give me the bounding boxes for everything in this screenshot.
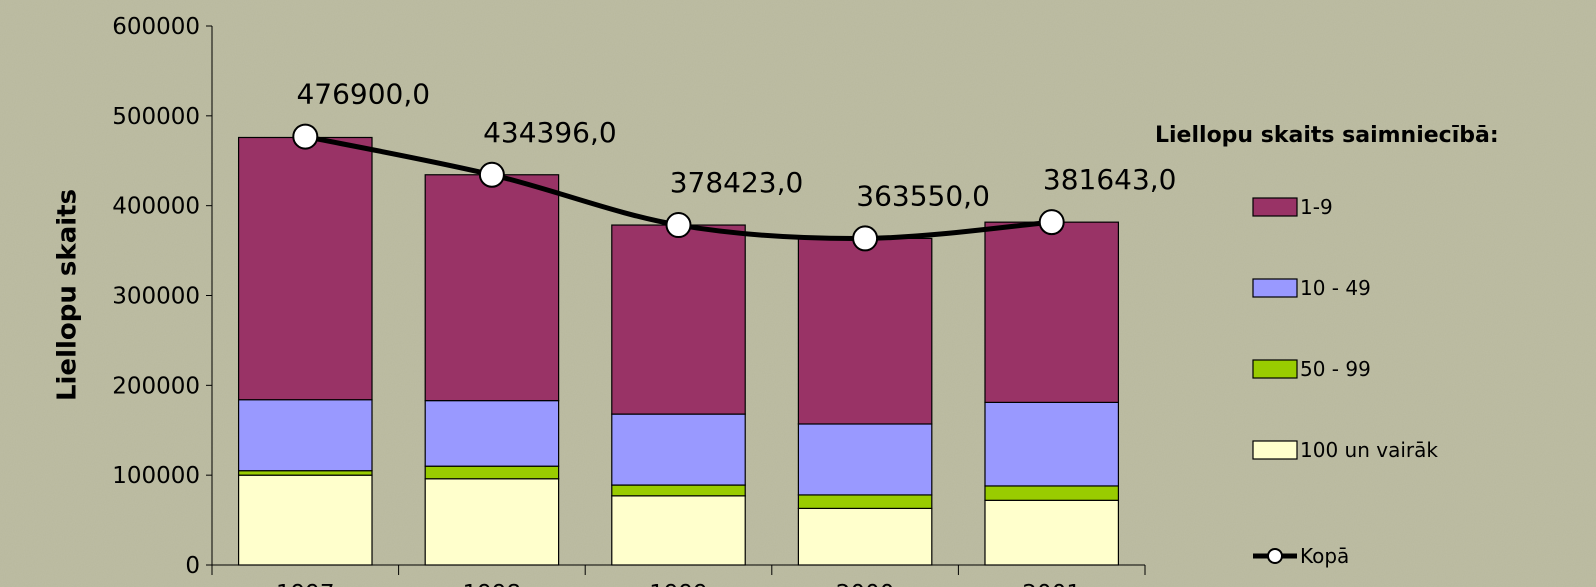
- bar-segment: [424, 478, 560, 566]
- legend-swatch: [1252, 359, 1298, 379]
- y-tick-label: 500000: [112, 104, 200, 130]
- bar-segment: [984, 221, 1120, 404]
- x-tick-label: 1998: [463, 581, 522, 587]
- bar-segment: [984, 499, 1120, 566]
- line-marker: [478, 161, 505, 188]
- bar-segment: [237, 399, 373, 472]
- bar-segment: [797, 494, 933, 510]
- bar-segment: [237, 136, 373, 401]
- bar-segment: [611, 413, 746, 486]
- bar-segment: [424, 400, 560, 467]
- legend-label: Kopā: [1300, 544, 1349, 568]
- legend-title: Liellopu skaits saimniecībā:: [1155, 123, 1499, 148]
- y-tick-label: 100000: [112, 463, 200, 489]
- bar-segment: [984, 485, 1120, 501]
- legend-swatch: [1252, 440, 1298, 460]
- x-tick-label: 2001: [1022, 581, 1081, 587]
- legend-label: 10 - 49: [1300, 276, 1371, 300]
- legend-marker: [1267, 548, 1283, 564]
- bar-segment: [424, 465, 560, 480]
- legend-swatch: [1252, 278, 1298, 298]
- data-label: 363550,0: [856, 179, 990, 212]
- bar-segment: [984, 401, 1120, 487]
- bar-segment: [237, 470, 373, 476]
- bar-segment: [611, 484, 746, 497]
- bar-segment: [797, 423, 933, 496]
- line-marker: [292, 123, 319, 150]
- y-tick-label: 600000: [112, 14, 200, 40]
- line-marker: [665, 212, 692, 239]
- y-axis-label: Liellopu skaits: [53, 189, 83, 401]
- legend-label: 1-9: [1300, 195, 1333, 219]
- y-tick-label: 400000: [112, 194, 200, 220]
- bar-segment: [611, 224, 746, 415]
- y-tick-label: 0: [185, 553, 200, 579]
- y-tick-label: 200000: [112, 373, 200, 399]
- bar-segment: [237, 474, 373, 566]
- bar-segment: [611, 495, 746, 566]
- bar-segment: [797, 507, 933, 566]
- line-marker: [852, 225, 879, 252]
- legend-swatch: [1252, 197, 1298, 217]
- x-tick-label: 2000: [836, 581, 895, 587]
- bar-segment: [797, 237, 933, 425]
- x-tick-label: 1997: [276, 581, 335, 587]
- legend-label: 50 - 99: [1300, 357, 1371, 381]
- data-label: 434396,0: [483, 116, 617, 149]
- bar-segment: [424, 174, 560, 402]
- line-marker: [1038, 209, 1065, 236]
- x-tick-label: 1999: [649, 581, 708, 587]
- data-label: 381643,0: [1043, 163, 1177, 196]
- data-label: 378423,0: [670, 166, 804, 199]
- y-tick-label: 300000: [112, 284, 200, 310]
- legend-label: 100 un vairāk: [1300, 438, 1438, 462]
- data-label: 476900,0: [296, 78, 430, 111]
